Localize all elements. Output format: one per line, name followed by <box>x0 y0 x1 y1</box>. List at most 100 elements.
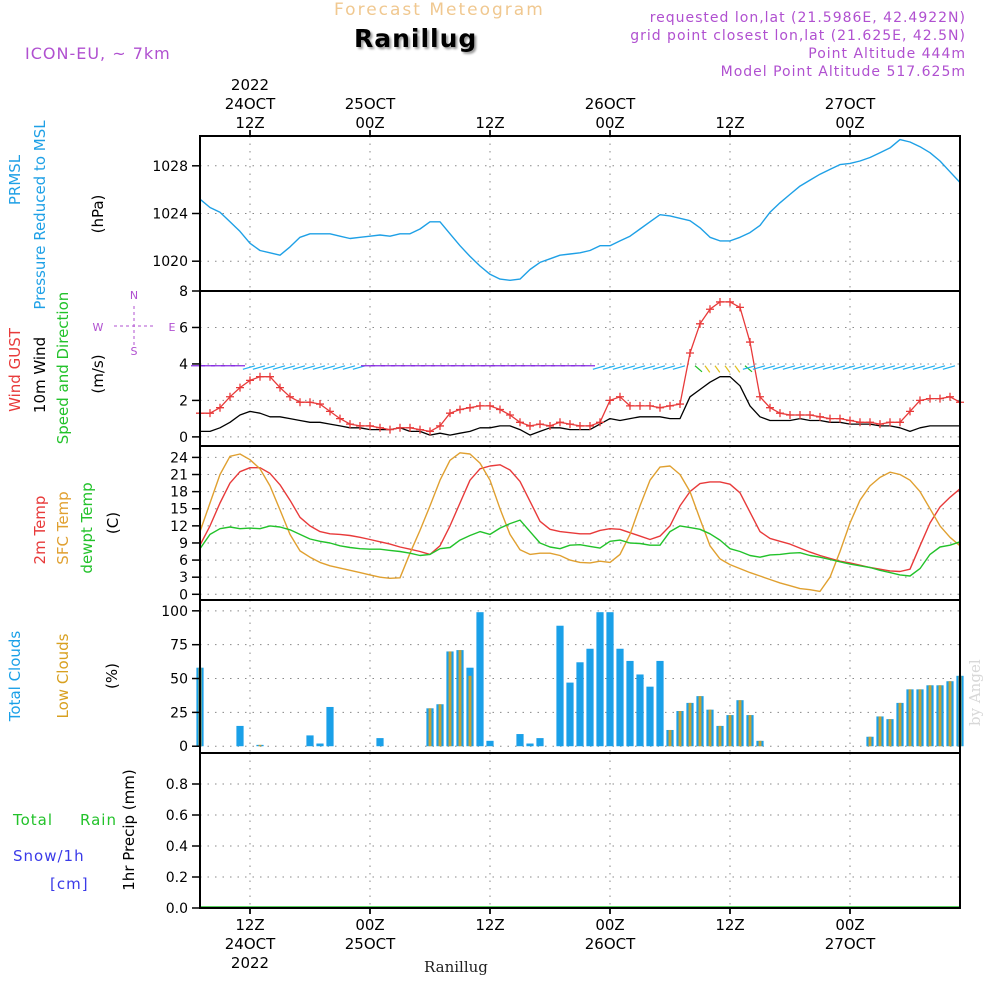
time-tick-label: 12Z <box>235 114 264 132</box>
y-tick-label: 0 <box>179 739 188 755</box>
total-cloud-bar <box>656 660 664 747</box>
wind-direction-arrow <box>252 365 266 370</box>
y-tick-label: 21 <box>170 468 188 484</box>
gust-marker <box>416 425 424 434</box>
low-cloud-bar <box>428 708 432 747</box>
wind-direction-arrow <box>852 365 866 370</box>
time-tick-label: 12Z <box>715 114 744 132</box>
gust-marker <box>666 401 674 410</box>
low-cloud-bar <box>448 651 452 747</box>
gust-marker <box>436 421 444 430</box>
wind-direction-arrow <box>822 365 836 370</box>
legend-unit: [cm] <box>50 875 89 893</box>
y-tick-label: 4 <box>179 357 188 373</box>
gust-marker <box>796 411 804 419</box>
time-tick-label: 25OCT <box>345 95 396 113</box>
model-point-altitude: Model Point Altitude 517.625m <box>720 64 966 80</box>
legend-rain: Rain <box>80 811 117 829</box>
low-cloud-bar <box>458 650 462 747</box>
low-cloud-bar <box>758 740 762 747</box>
low-cloud-bar <box>888 719 892 747</box>
wind-direction-arrow <box>932 365 946 370</box>
gust-marker <box>496 405 504 414</box>
total-cloud-bar <box>526 743 534 747</box>
gust-marker <box>906 407 914 416</box>
wind-direction-arrow <box>292 365 306 370</box>
time-tick-label: 25OCT <box>345 935 396 953</box>
data-layer <box>191 138 964 908</box>
gust-marker <box>296 398 304 407</box>
precip-unit-label: 1hr Precip (mm) <box>120 769 138 890</box>
temp-dewpt-label: dewpt Temp <box>78 482 96 573</box>
wind-direction-arrow <box>242 365 256 370</box>
y-tick-label: 6 <box>179 553 188 569</box>
wind-direction-arrow <box>714 365 721 373</box>
gust-marker <box>946 392 954 401</box>
temp-sfc-label: SFC Temp <box>54 491 72 564</box>
gust-marker <box>816 412 824 421</box>
gust-marker <box>206 409 214 418</box>
y-tick-label: 8 <box>179 284 188 300</box>
pressure-unit-label: (hPa) <box>89 195 107 234</box>
y-tick-label: 1024 <box>152 207 188 223</box>
wind-direction-arrow <box>862 365 876 370</box>
gust-marker <box>836 414 844 423</box>
wind-direction-arrow <box>734 365 741 373</box>
compass-n-label: N <box>130 289 138 302</box>
low-clouds-label: Low Clouds <box>54 633 72 718</box>
total-cloud-bar <box>616 648 624 747</box>
y-tick-label: 0.8 <box>166 777 188 793</box>
gust-marker <box>676 400 684 409</box>
frame-layer <box>192 130 961 914</box>
low-cloud-bar <box>698 696 702 747</box>
gust-marker <box>806 411 814 419</box>
wind-gust-label: Wind GUST <box>6 327 24 412</box>
time-tick-label: 12Z <box>475 114 504 132</box>
wind-direction-arrow <box>282 365 296 370</box>
gust-marker <box>756 392 764 401</box>
wind-direction-arrow <box>662 365 676 370</box>
gust-marker <box>616 392 624 401</box>
low-cloud-bar <box>668 729 672 747</box>
grid-point-coords: grid point closest lon,lat (21.625E, 42.… <box>630 28 966 44</box>
total-cloud-bar <box>566 682 574 747</box>
wind-direction-arrow <box>322 365 336 370</box>
wind-direction-arrow <box>942 365 956 370</box>
time-tick-label: 24OCT <box>225 95 276 113</box>
gust-marker <box>646 401 654 410</box>
wind-direction-arrow <box>652 365 666 370</box>
legend-snow: Snow/1h <box>13 847 85 865</box>
gust-marker <box>766 403 774 412</box>
wind-direction-arrow <box>724 365 731 373</box>
gust-marker <box>516 418 524 427</box>
temp-2m-label: 2m Temp <box>31 496 49 565</box>
gust-marker <box>846 416 854 425</box>
gust-marker <box>386 425 394 434</box>
total-cloud-bar <box>556 625 564 747</box>
gust-marker <box>396 423 404 432</box>
wind-direction-arrow <box>762 365 776 370</box>
gust-marker <box>546 421 554 430</box>
temperature-line <box>199 519 961 577</box>
total-cloud-bar <box>516 734 524 747</box>
low-cloud-bar <box>868 736 872 747</box>
gust-marker <box>936 394 944 403</box>
gust-marker <box>786 411 794 419</box>
gust-marker <box>746 338 754 347</box>
gust-marker <box>286 392 294 401</box>
gust-marker <box>356 421 364 430</box>
gust-marker <box>366 421 374 430</box>
total-cloud-bar <box>376 738 384 747</box>
wind-direction-arrow <box>694 365 703 373</box>
low-cloud-bar <box>738 700 742 747</box>
gust-marker <box>506 411 514 419</box>
total-cloud-bar <box>646 686 654 747</box>
grid-layer <box>200 136 960 909</box>
wind-direction-arrow <box>752 365 766 370</box>
gust-marker <box>636 401 644 410</box>
wind-direction-arrow <box>342 365 356 370</box>
point-altitude: Point Altitude 444m <box>808 46 966 62</box>
requested-coords: requested lon,lat (21.5986E, 42.4922N) <box>649 10 966 26</box>
total-cloud-bar <box>316 743 324 747</box>
low-cloud-bar <box>748 715 752 747</box>
